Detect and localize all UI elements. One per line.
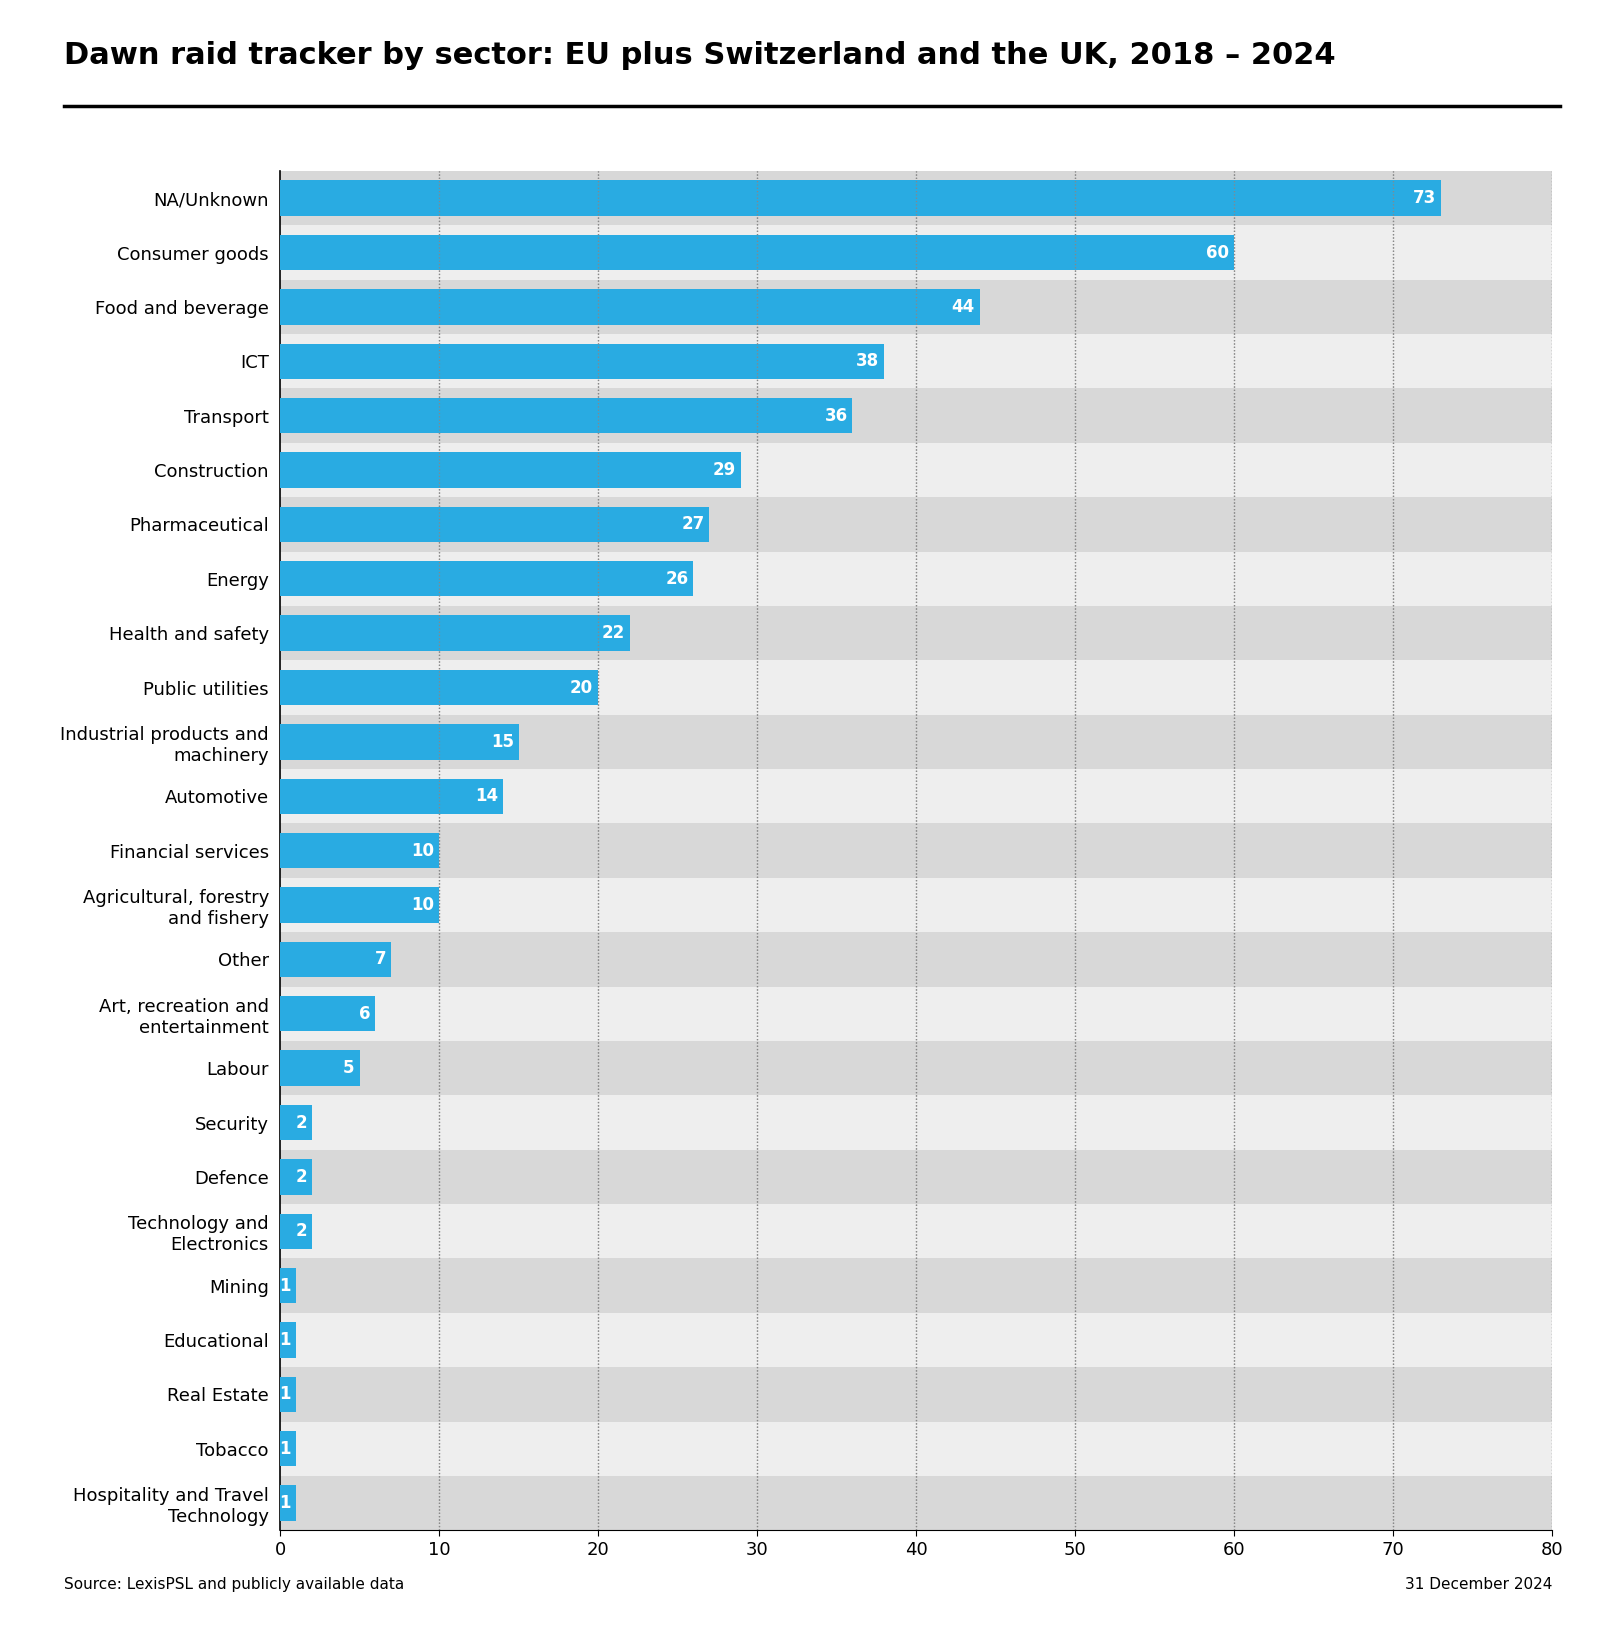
Bar xyxy=(280,615,630,651)
Bar xyxy=(280,669,598,705)
Bar xyxy=(280,1377,296,1411)
Text: 5: 5 xyxy=(344,1060,355,1078)
Bar xyxy=(280,941,392,977)
Bar xyxy=(280,552,1552,606)
Text: 14: 14 xyxy=(475,788,498,806)
Bar xyxy=(280,453,741,488)
Bar xyxy=(280,1159,312,1195)
Text: 26: 26 xyxy=(666,570,688,588)
Bar xyxy=(280,280,1552,334)
Bar xyxy=(280,234,1234,270)
Bar xyxy=(280,181,1440,217)
Bar xyxy=(280,1213,312,1249)
Bar xyxy=(280,933,1552,987)
Bar xyxy=(280,344,885,379)
Bar xyxy=(280,497,1552,552)
Bar xyxy=(280,1149,1552,1205)
Text: 2: 2 xyxy=(296,1223,307,1241)
Bar xyxy=(280,1258,1552,1312)
Text: 15: 15 xyxy=(491,733,514,751)
Bar xyxy=(280,768,1552,824)
Text: Source: LexisPSL and publicly available data: Source: LexisPSL and publicly available … xyxy=(64,1578,405,1592)
Text: 10: 10 xyxy=(411,842,434,860)
Bar xyxy=(280,1096,1552,1149)
Bar xyxy=(280,724,518,760)
Text: 60: 60 xyxy=(1206,244,1229,262)
Bar xyxy=(280,506,709,542)
Bar xyxy=(280,1105,312,1140)
Text: 20: 20 xyxy=(570,679,594,697)
Bar xyxy=(280,1431,296,1467)
Bar xyxy=(280,397,853,433)
Text: 1: 1 xyxy=(280,1439,291,1457)
Text: 6: 6 xyxy=(358,1004,371,1022)
Bar xyxy=(280,877,1552,933)
Bar xyxy=(280,1322,296,1358)
Bar xyxy=(280,171,1552,225)
Bar xyxy=(280,562,693,596)
Text: 73: 73 xyxy=(1413,189,1435,207)
Bar xyxy=(280,887,438,923)
Text: 7: 7 xyxy=(374,951,387,969)
Bar xyxy=(280,715,1552,768)
Text: 1: 1 xyxy=(280,1332,291,1350)
Bar xyxy=(280,443,1552,497)
Text: 44: 44 xyxy=(952,298,974,316)
Bar xyxy=(280,834,438,868)
Bar xyxy=(280,606,1552,661)
Bar xyxy=(280,1040,1552,1096)
Text: 2: 2 xyxy=(296,1167,307,1185)
Bar xyxy=(280,1205,1552,1258)
Text: 31 December 2024: 31 December 2024 xyxy=(1405,1578,1552,1592)
Text: 10: 10 xyxy=(411,895,434,913)
Text: 36: 36 xyxy=(824,407,848,425)
Text: 1: 1 xyxy=(280,1385,291,1403)
Text: 38: 38 xyxy=(856,352,880,370)
Bar xyxy=(280,290,979,324)
Bar xyxy=(280,1485,296,1521)
Bar xyxy=(280,225,1552,280)
Text: 29: 29 xyxy=(714,461,736,479)
Text: 27: 27 xyxy=(682,516,704,534)
Bar xyxy=(280,1268,296,1304)
Text: 1: 1 xyxy=(280,1495,291,1512)
Bar xyxy=(280,824,1552,877)
Bar xyxy=(280,1477,1552,1530)
Bar xyxy=(280,661,1552,715)
Bar xyxy=(280,1312,1552,1368)
Bar xyxy=(280,778,502,814)
Bar xyxy=(280,389,1552,443)
Bar xyxy=(280,1050,360,1086)
Text: 2: 2 xyxy=(296,1114,307,1131)
Text: Dawn raid tracker by sector: EU plus Switzerland and the UK, 2018 – 2024: Dawn raid tracker by sector: EU plus Swi… xyxy=(64,41,1336,70)
Text: 1: 1 xyxy=(280,1276,291,1294)
Bar xyxy=(280,987,1552,1040)
Bar xyxy=(280,996,376,1032)
Bar xyxy=(280,1368,1552,1421)
Bar xyxy=(280,1421,1552,1477)
Bar xyxy=(280,334,1552,389)
Text: 22: 22 xyxy=(602,624,626,641)
